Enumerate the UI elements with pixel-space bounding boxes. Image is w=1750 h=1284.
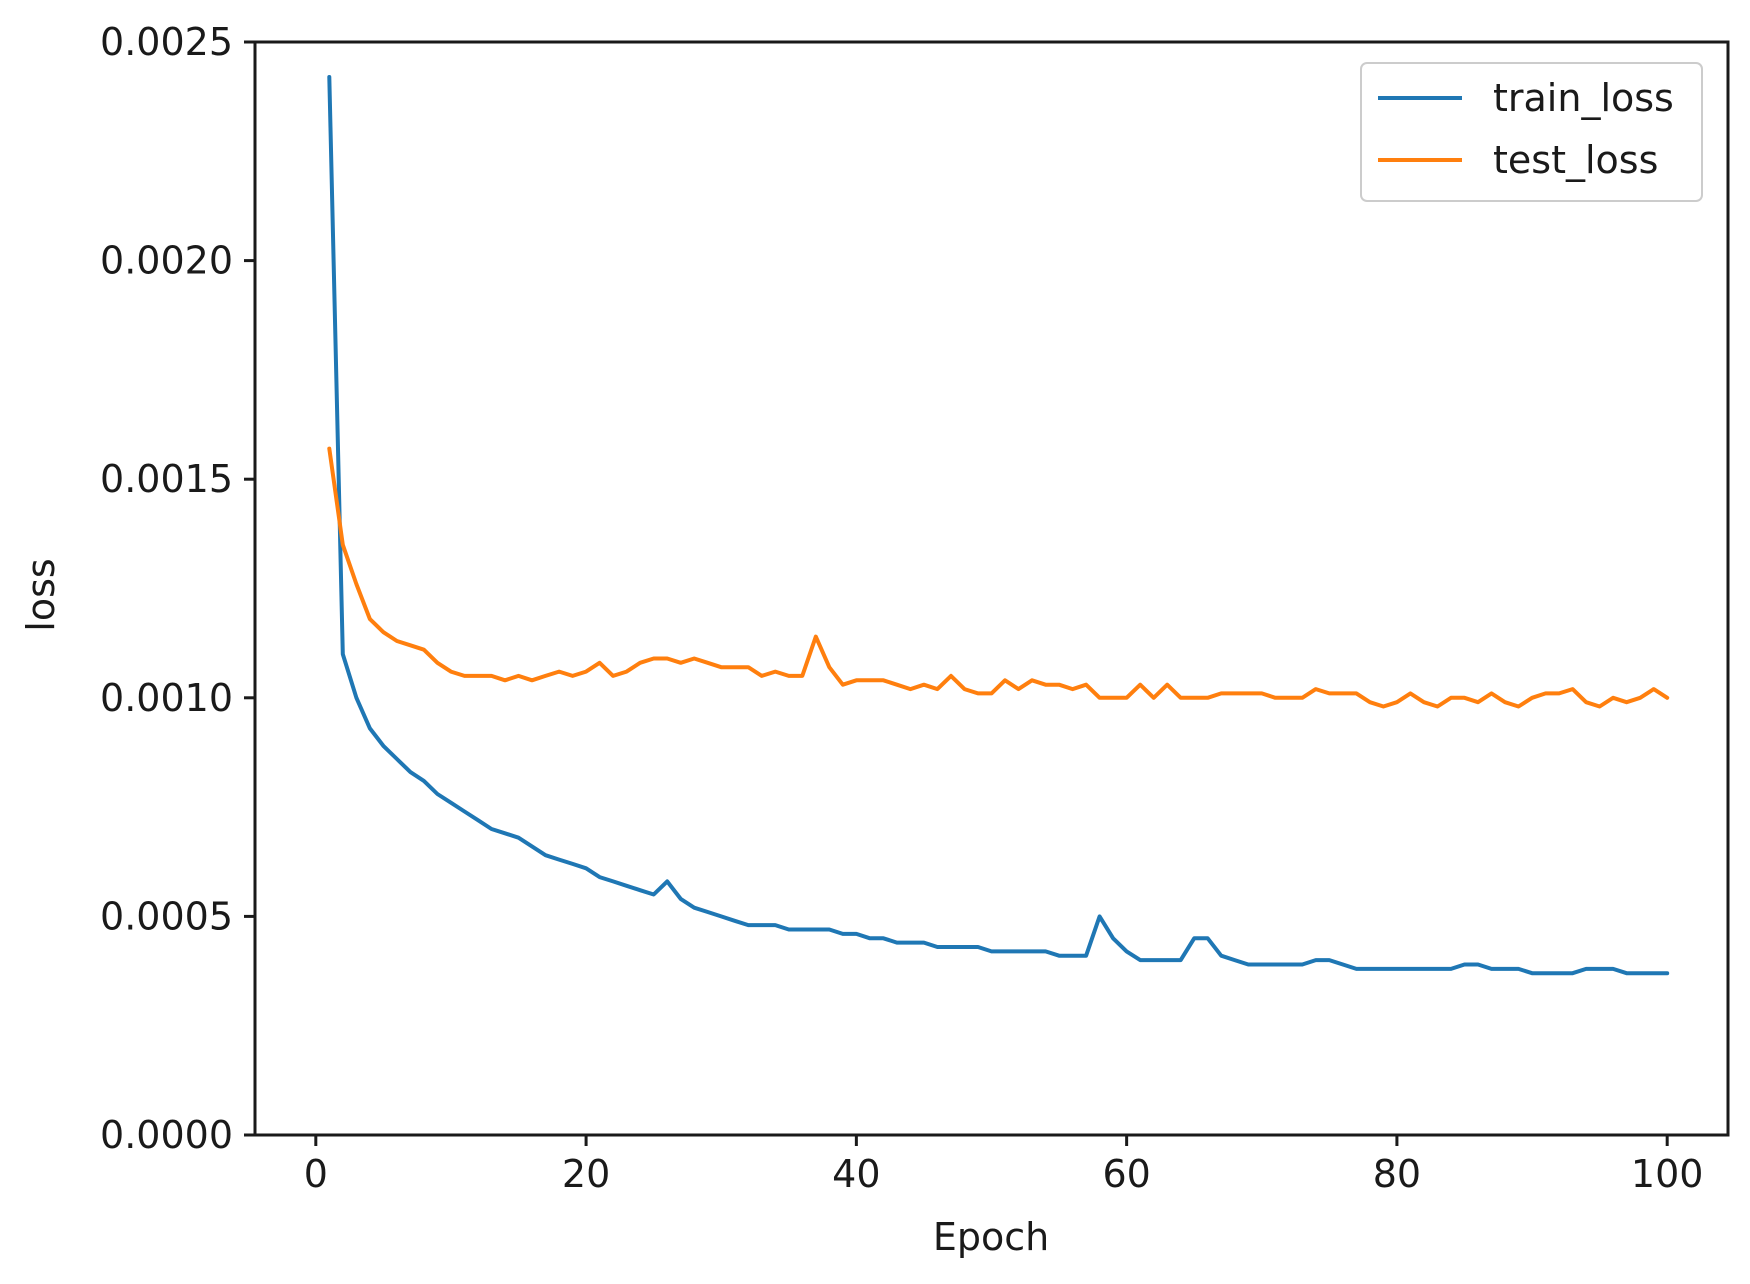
x-tick-label: 80 [1373,1152,1421,1196]
x-axis-label: Epoch [933,1215,1049,1259]
y-tick-label: 0.0015 [100,457,233,501]
y-tick-label: 0.0000 [100,1113,233,1157]
series-line-train-loss [327,75,1670,976]
series-layer [327,75,1670,976]
legend-label-train-loss: train_loss [1493,76,1674,120]
plot-frame [253,40,1730,1137]
x-axis-ticks: 0 20 40 60 80 100 [304,1135,1704,1196]
y-tick-label: 0.0025 [100,20,233,64]
x-tick-label: 20 [562,1152,610,1196]
y-axis-ticks: 0.0000 0.0005 0.0010 0.0015 0.0020 0.0025 [100,20,255,1157]
series-line-test-loss [327,446,1670,709]
legend: train_loss test_loss [1360,62,1703,202]
x-tick-label: 60 [1102,1152,1150,1196]
x-tick-label: 0 [304,1152,328,1196]
y-axis-label: loss [19,558,63,631]
y-tick-label: 0.0020 [100,239,233,283]
legend-label-test-loss: test_loss [1493,138,1658,182]
y-tick-label: 0.0005 [100,894,233,938]
x-tick-label: 40 [832,1152,880,1196]
y-tick-label: 0.0010 [100,676,233,720]
x-tick-label: 100 [1631,1152,1704,1196]
